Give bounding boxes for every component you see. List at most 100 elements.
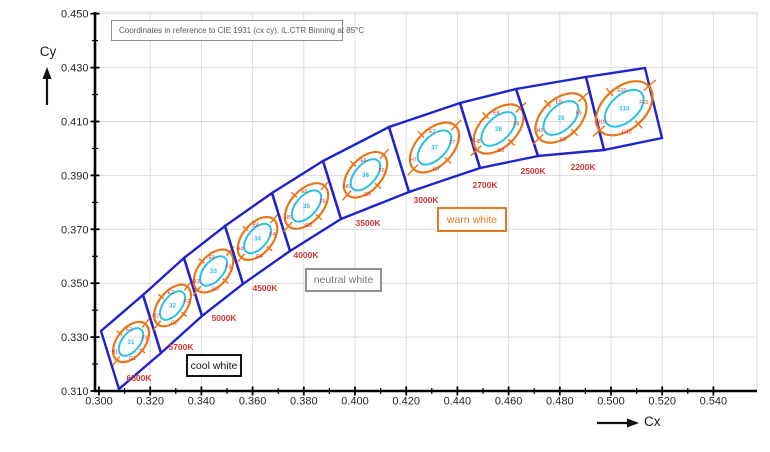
ellipse-tick [320,179,331,191]
quadrant-label-F9: F9 [576,110,582,116]
cct-label-3500K: 3500K [355,218,381,228]
inner-ellipse-2200K [603,88,645,128]
ellipse-tick [374,182,382,190]
ellipse-tick [407,164,419,176]
cct-label-6500K: 6500K [126,373,152,383]
ellipse-tick [116,330,123,336]
ellipse-tick [634,120,643,129]
x-tick-label: 0.360 [239,396,267,408]
quadrant-label-E7: E7 [429,129,435,135]
cx-arrow-head [627,418,639,428]
x-tick-label: 0.460 [495,396,523,408]
ellipse-tick [417,130,425,139]
ellipse-tick [578,91,590,103]
bin-ellipses-4500K [236,213,279,264]
inner-bin-label-36: 36 [362,172,369,179]
ellipse-tick [222,278,229,284]
inner-bin-label-39: 39 [558,115,565,122]
bin-ellipses-2500K [532,91,590,145]
ellipse-tick [157,293,165,300]
quadrant-label-G7: G7 [433,167,440,173]
inner-ellipse-6500K [117,327,145,357]
ellipse-tick [236,253,246,264]
quadrant-label-F5: F5 [319,199,325,205]
quadrant-label-F7: F7 [449,140,455,146]
region-label-neutral-white-text: neutral white [313,274,374,286]
cct-label-5000K: 5000K [211,313,237,323]
inner-bin-label-33: 33 [210,268,217,275]
quadrant-label-E2: E2 [168,290,174,296]
inner-bin-label-31: 31 [128,339,135,346]
quadrant-label-E6: E6 [360,158,366,164]
ellipse-tick [450,119,462,131]
ellipse-tick [269,213,279,224]
quadrant-label-H10: H10 [596,120,606,126]
x-tick-label: 0.380 [290,396,318,408]
inner-ellipse-2500K [542,100,580,136]
x-tick-label: 0.480 [546,396,574,408]
quadrant-label-H6: H6 [343,184,350,190]
quadrant-label-F3: F3 [225,264,231,270]
quadrant-label-G10: G10 [622,129,632,135]
inner-bin-label-34: 34 [254,236,261,243]
quadrant-label-G9: G9 [560,137,567,143]
quadrant-label-H7: H7 [410,158,417,164]
ellipse-tick [470,145,482,157]
quadrant-label-H8: H8 [474,139,481,145]
quadrant-label-E9: E9 [556,99,562,105]
quadrant-label-F1: F1 [142,336,148,342]
y-tick-label: 0.430 [61,63,89,75]
inner-ellipse-5000K [199,255,228,287]
cy-arrow-head [42,67,52,79]
region-label-cool-white: cool white [186,354,242,377]
ellipse-tick [643,79,657,92]
quadrant-label-G8: G8 [497,148,504,154]
x-tick-label: 0.440 [444,396,472,408]
inner-ellipse-3500K [349,158,382,192]
quadrant-label-F4: F4 [269,232,275,238]
quadrant-label-E8: E8 [493,110,499,116]
bin-ellipses-2200K [592,79,657,138]
quadrant-label-H9: H9 [537,128,544,134]
quadrant-label-G5: G5 [305,223,312,229]
quadrant-label-H3: H3 [193,279,200,285]
ellipse-tick [444,156,452,165]
quadrant-label-G6: G6 [364,192,371,198]
ellipse-tick [379,148,390,160]
cct-label-3000K: 3000K [413,195,439,205]
chart-note-box: Coordinates in reference to CIE 1931 (cx… [111,20,364,41]
ellipse-tick [532,133,544,145]
bin-ellipses-3500K [341,148,390,201]
ellipse-tick [266,245,273,252]
region-label-warn-white-text: warn white [446,213,498,226]
ellipse-tick [349,160,357,167]
quadrant-label-F8: F8 [513,121,519,127]
ellipse-tick [282,221,293,233]
ellipse-tick [290,191,298,198]
ellipse-tick [183,280,193,291]
x-tick-label: 0.500 [597,396,625,408]
cct-label-2700K: 2700K [472,180,498,190]
ellipse-tick [192,285,202,296]
ellipse-tick [152,320,162,331]
ellipse-tick [592,125,606,138]
ellipse-tick [112,356,121,366]
ellipse-tick [570,128,579,137]
x-tick-label: 0.400 [341,396,369,408]
ellipse-tick [198,258,205,264]
quadrant-label-G3: G3 [212,287,219,293]
quadrant-label-G4: G4 [256,254,263,260]
ellipse-tick [141,318,150,328]
x-tick-label: 0.420 [392,396,420,408]
ellipse-tick [242,225,249,232]
y-tick-label: 0.450 [61,9,89,21]
y-tick-label: 0.310 [61,386,89,398]
x-tick-label: 0.320 [136,396,164,408]
cct-label-4000K: 4000K [293,250,319,260]
chart-note-text: Coordinates in reference to CIE 1931 (cx… [119,26,365,35]
y-tick-label: 0.350 [61,278,89,290]
quadrant-label-E1: E1 [126,327,132,333]
quadrant-label-E5: E5 [301,189,307,195]
